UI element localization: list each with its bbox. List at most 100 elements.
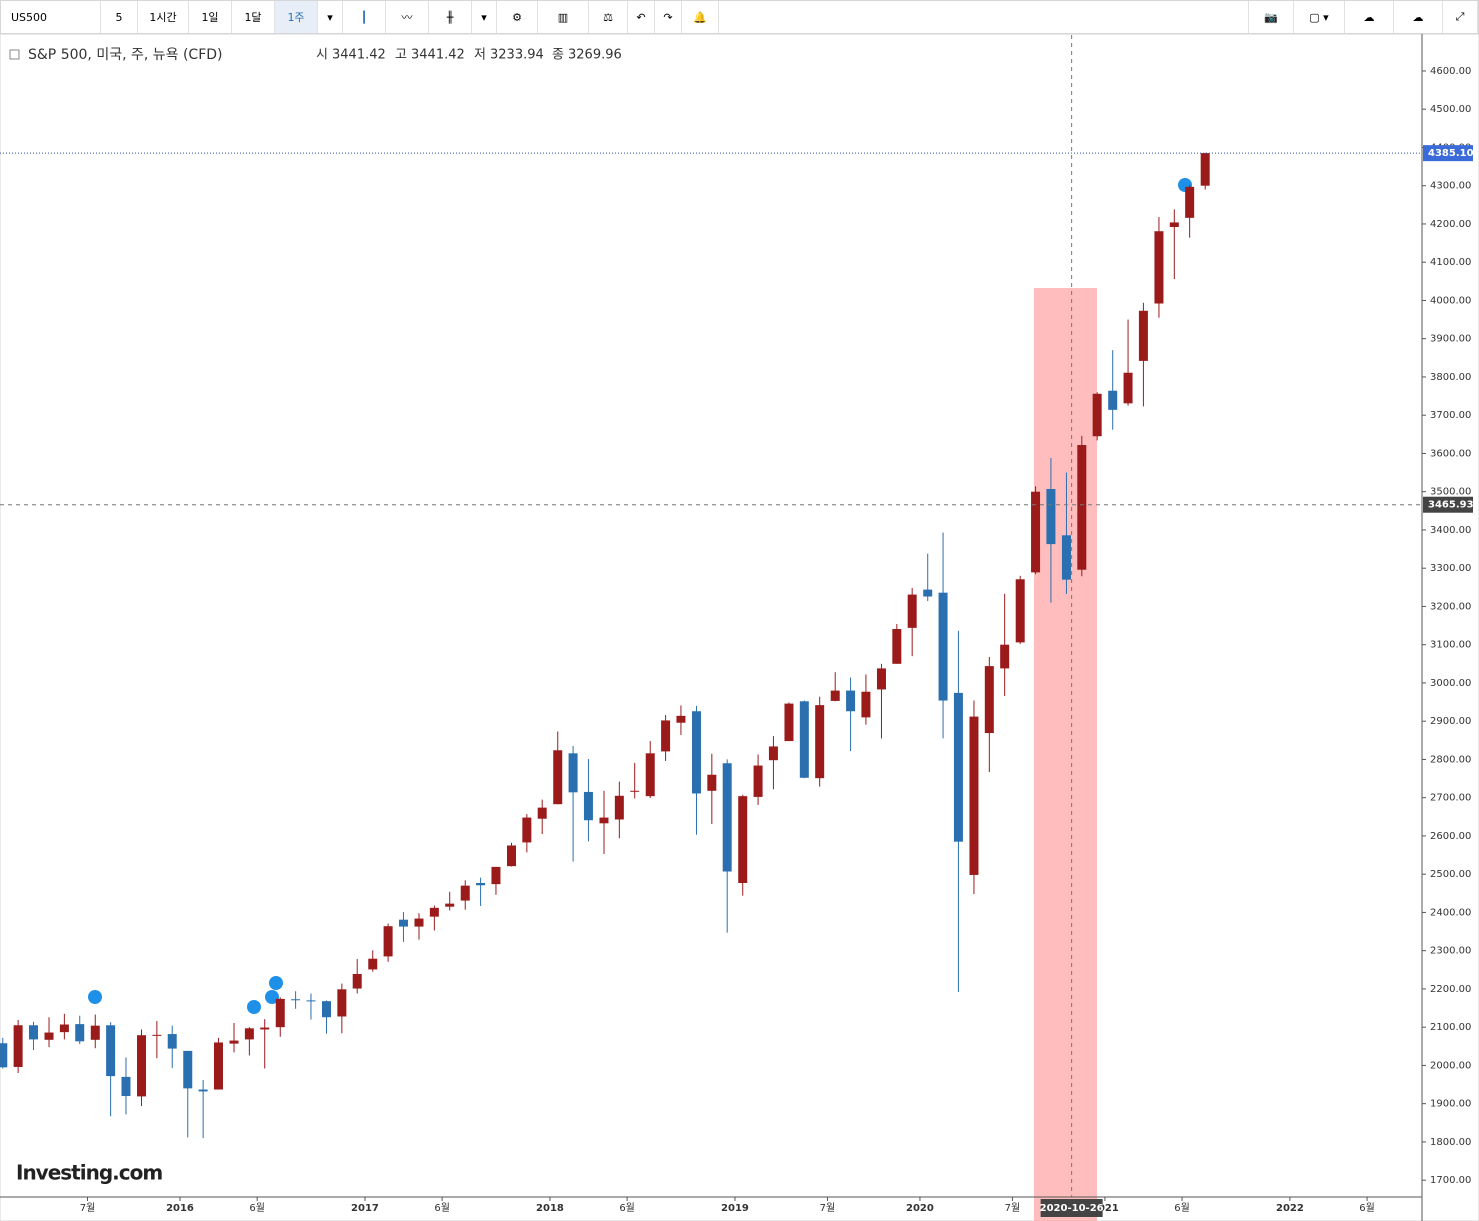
y-tick-label: 2500.00 <box>1430 869 1471 880</box>
x-tick-label: 6월 <box>434 1202 450 1214</box>
candle-body <box>1031 491 1041 573</box>
candle-body <box>59 1024 69 1033</box>
y-tick-label: 2800.00 <box>1430 754 1471 765</box>
x-tick-label: 7월 <box>820 1202 836 1214</box>
ohlc-value: 3441.42 <box>332 48 386 63</box>
y-tick-label: 2600.00 <box>1430 831 1471 842</box>
collapse-icon[interactable] <box>9 49 20 60</box>
candle-body <box>907 594 917 628</box>
x-tick-label: 2017 <box>351 1203 379 1214</box>
candle-body <box>938 592 948 701</box>
event-marker[interactable] <box>247 1000 261 1014</box>
candle-body <box>846 690 856 712</box>
candle-body <box>213 1042 223 1090</box>
candle-body <box>630 790 640 792</box>
x-tick-label: 6월 <box>619 1202 635 1214</box>
line-icon[interactable]: 〰 <box>386 1 429 33</box>
chart: S&P 500, 미국, 주, 뉴욕 (CFD) 시 3441.42 고 344… <box>0 34 1479 1221</box>
interval-button[interactable]: 1일 <box>189 1 232 33</box>
y-tick-label: 2900.00 <box>1430 716 1471 727</box>
y-tick-label: 3600.00 <box>1430 448 1471 459</box>
candle-body <box>1092 393 1102 437</box>
candle-icon[interactable]: ┃ <box>343 1 386 33</box>
candle-body <box>1061 535 1071 580</box>
candle-body <box>583 791 593 821</box>
y-tick-label: 3200.00 <box>1430 601 1471 612</box>
candle-body <box>614 795 624 820</box>
compare-icon[interactable]: ⚖ <box>589 1 628 33</box>
candle-body <box>722 763 732 872</box>
candle-body <box>923 589 933 597</box>
toolbar: US500 5 1시간 1일 1달 1주 ▾ ┃ 〰 ╫ ▾ ⚙ ▥ ⚖ ↶ ↷… <box>0 0 1479 34</box>
bar-icon[interactable]: ╫ <box>429 1 472 33</box>
interval-button[interactable]: 1달 <box>232 1 275 33</box>
candle-body <box>1108 390 1118 410</box>
y-tick-label: 4600.00 <box>1430 66 1471 77</box>
y-tick-label: 3100.00 <box>1430 640 1471 651</box>
event-markers <box>88 178 1192 1014</box>
x-tick-label: 6월 <box>1174 1202 1190 1214</box>
candle-body <box>152 1034 162 1036</box>
dropdown[interactable]: ▾ <box>472 1 497 33</box>
ohlc-label: 시 <box>316 48 328 63</box>
cloud-upload-icon[interactable]: ☁ <box>1394 1 1443 33</box>
candle-body <box>337 989 347 1017</box>
y-tick-label: 3300.00 <box>1430 563 1471 574</box>
candle-body <box>244 1028 254 1040</box>
candle-body <box>522 817 532 843</box>
dropdown[interactable]: ▾ <box>318 1 343 33</box>
interval-button[interactable]: 1시간 <box>138 1 189 33</box>
chart-title: S&P 500, 미국, 주, 뉴욕 (CFD) <box>28 47 223 63</box>
candle-body <box>1077 445 1087 570</box>
candle-body <box>969 716 979 875</box>
symbol-input[interactable]: US500 <box>1 1 101 33</box>
event-marker[interactable] <box>269 976 283 990</box>
candle-body <box>1015 579 1025 643</box>
y-tick-label: 4200.00 <box>1430 219 1471 230</box>
candle-body <box>537 807 547 819</box>
event-marker[interactable] <box>265 990 279 1004</box>
interval-button[interactable]: 1주 <box>275 1 318 33</box>
y-tick-label: 1700.00 <box>1430 1175 1471 1186</box>
x-tick-label: 2021 <box>1091 1203 1119 1214</box>
candle-body <box>167 1034 177 1049</box>
alert-icon[interactable]: 🔔 <box>682 1 719 33</box>
chart-frame <box>0 34 1479 1221</box>
candle-body <box>568 753 578 793</box>
candle-body <box>553 750 563 805</box>
candle-body <box>768 746 778 761</box>
candle-body <box>90 1025 100 1040</box>
camera-icon[interactable]: 📷 <box>1248 1 1294 33</box>
cloud-download-icon[interactable]: ☁ <box>1345 1 1394 33</box>
fullscreen-icon[interactable]: ⤢ <box>1443 1 1478 33</box>
settings-icon[interactable]: ⚙ <box>497 1 538 33</box>
candle-body <box>506 845 516 867</box>
candle-body <box>429 907 439 917</box>
redo-icon[interactable]: ↷ <box>655 1 682 33</box>
candle-body <box>707 774 717 791</box>
undo-icon[interactable]: ↶ <box>628 1 655 33</box>
candle-body <box>645 753 655 797</box>
y-tick-label: 3800.00 <box>1430 372 1471 383</box>
candle-body <box>121 1076 131 1097</box>
candle-body <box>383 926 393 957</box>
watermark: Investing.com <box>16 1161 162 1185</box>
x-tick-label: 2018 <box>536 1203 564 1214</box>
event-marker[interactable] <box>88 990 102 1004</box>
indicator-icon[interactable]: ▥ <box>538 1 589 33</box>
color-icon[interactable]: ▢ ▾ <box>1294 1 1345 33</box>
candle-body <box>229 1040 239 1044</box>
interval-button[interactable]: 5 <box>101 1 138 33</box>
crosshair-x-label: 2020-10-26 <box>1040 1203 1104 1214</box>
candle-body <box>691 711 701 794</box>
y-tick-label: 2300.00 <box>1430 946 1471 957</box>
candle-body <box>738 796 748 883</box>
candle-body <box>445 903 455 907</box>
x-tick-label: 7월 <box>80 1202 96 1214</box>
candle-body <box>198 1089 208 1092</box>
y-tick-label: 2000.00 <box>1430 1060 1471 1071</box>
candle-body <box>676 715 686 723</box>
candle-body <box>1123 372 1133 404</box>
crosshair-x-box <box>1040 1199 1103 1217</box>
